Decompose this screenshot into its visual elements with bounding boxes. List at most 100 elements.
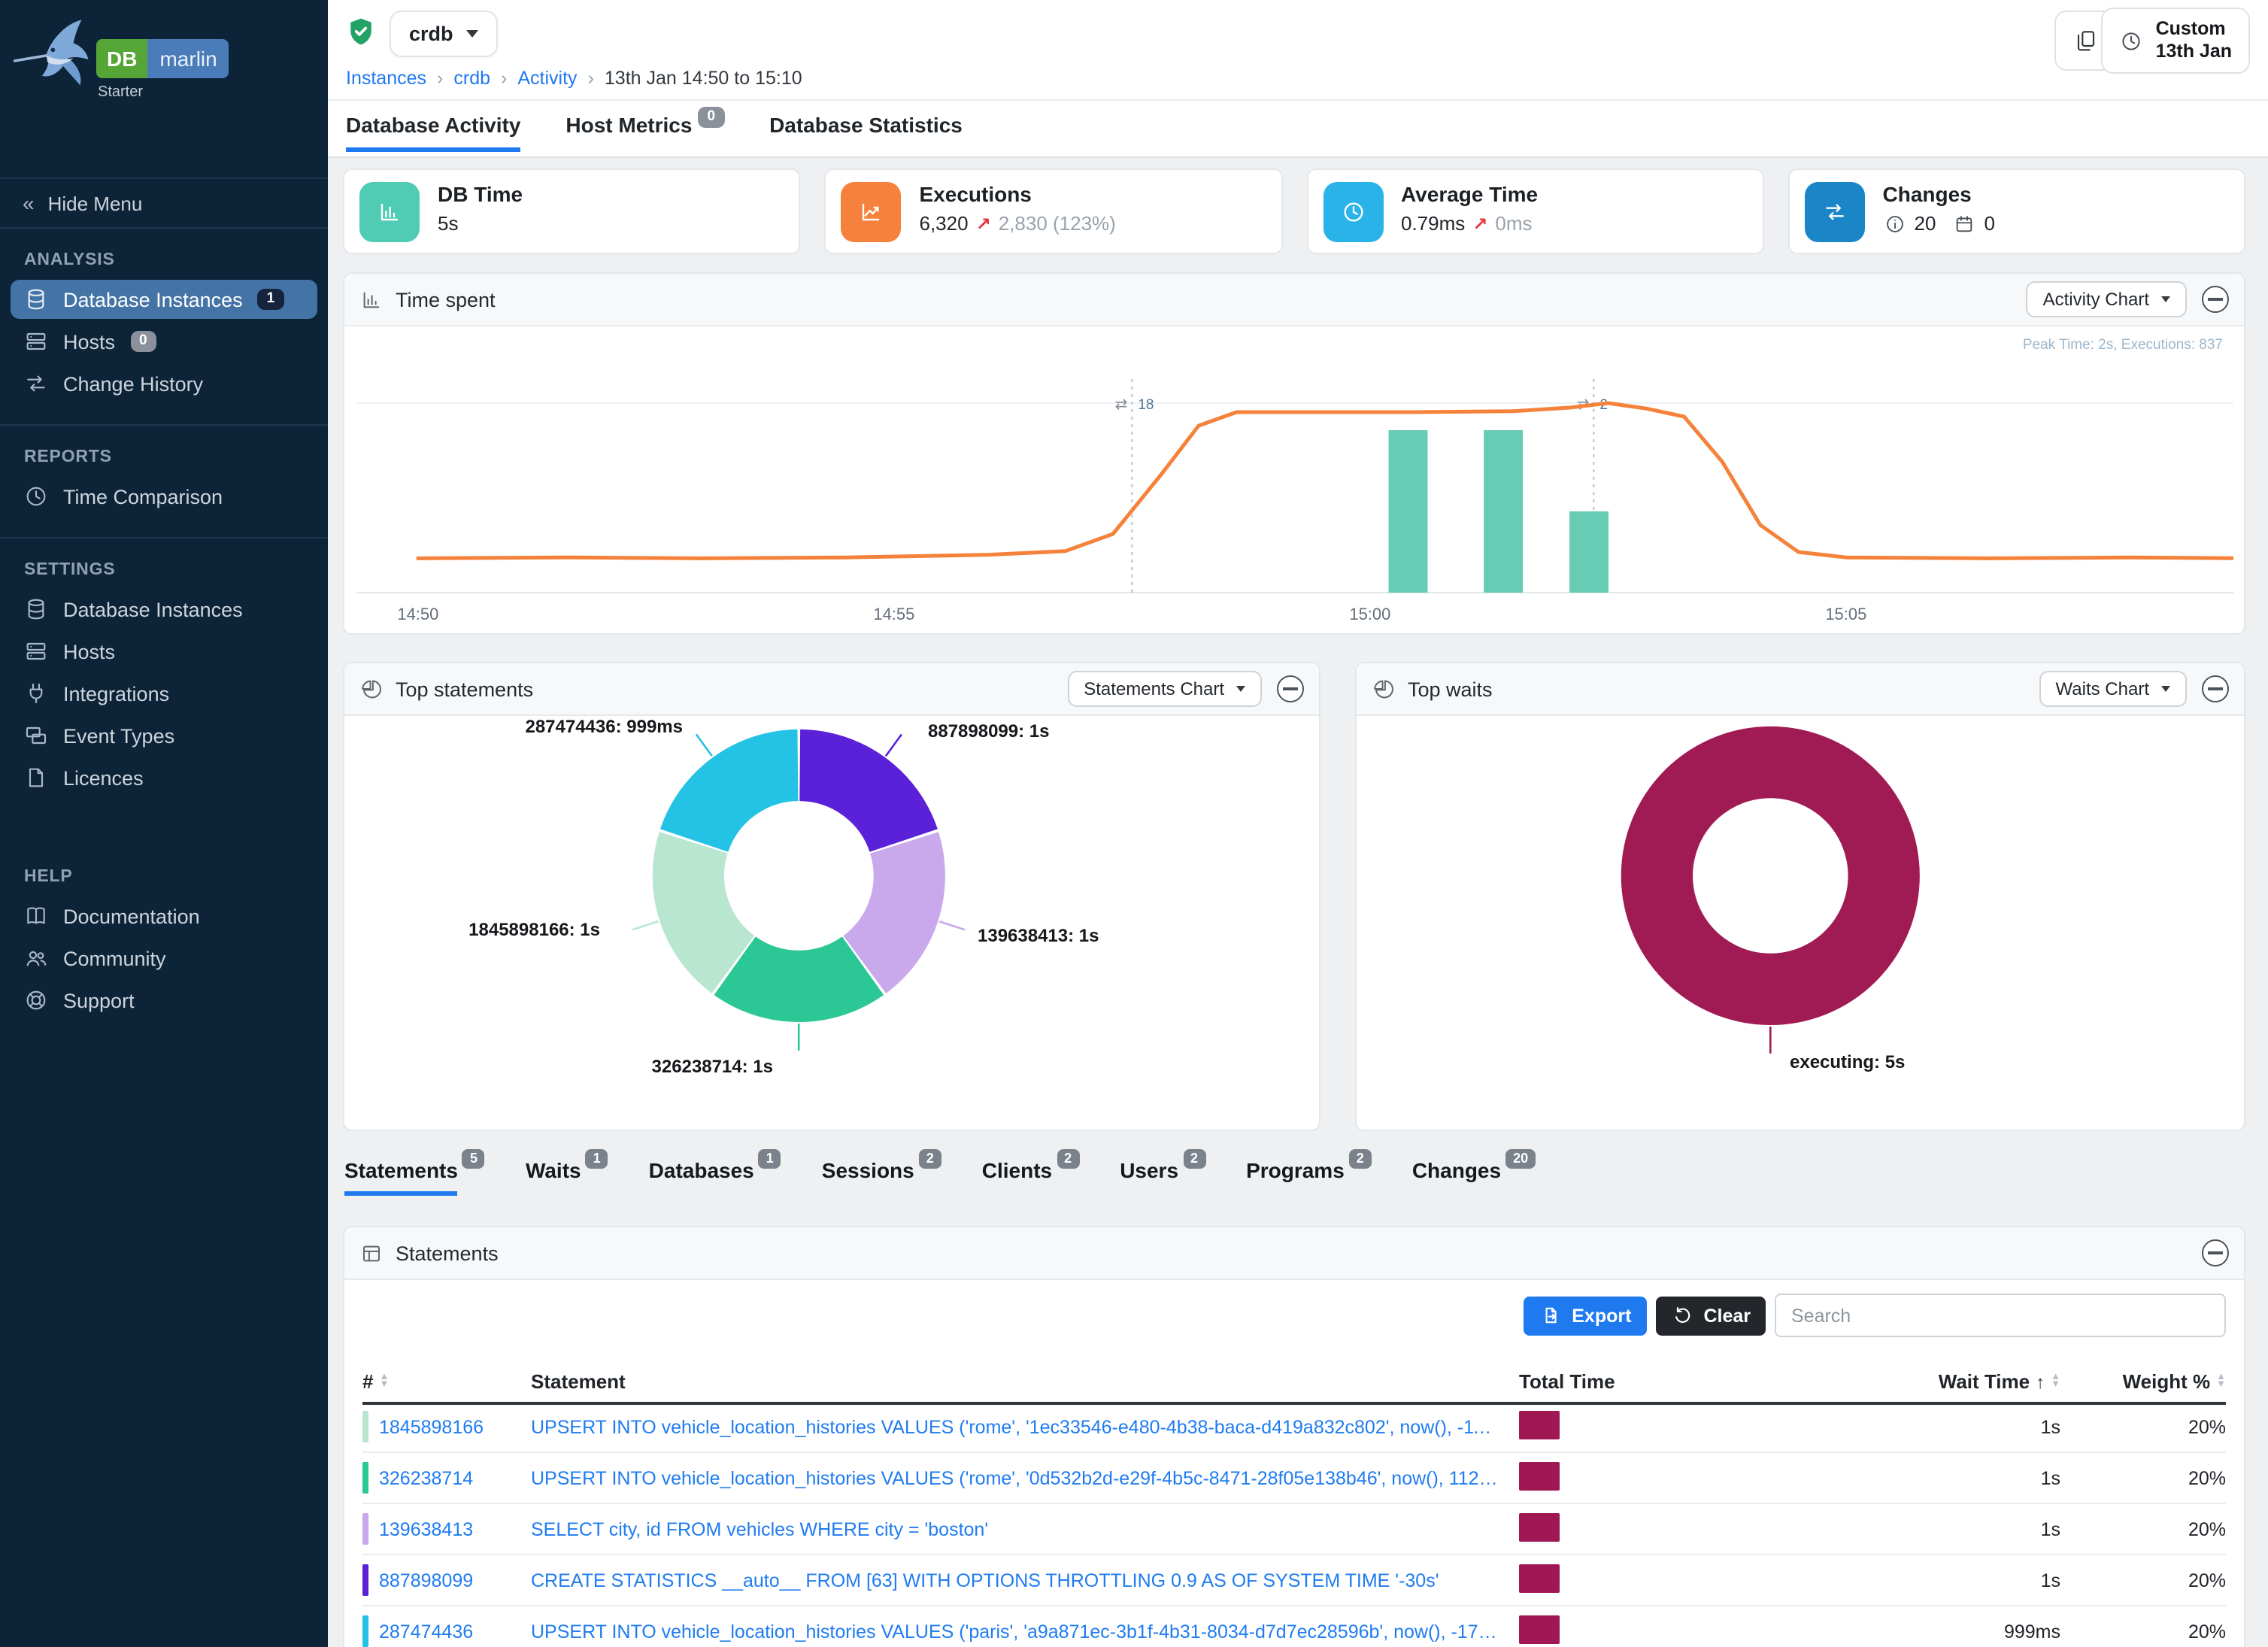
column-total-time[interactable]: Total Time bbox=[1519, 1369, 1615, 1392]
count-badge: 0 bbox=[130, 331, 156, 352]
breadcrumb-activity[interactable]: Activity bbox=[517, 68, 578, 89]
count-badge: 5 bbox=[462, 1149, 485, 1169]
count-badge: 1 bbox=[758, 1149, 781, 1169]
sidebar-item-community[interactable]: Community bbox=[11, 939, 317, 978]
wait-time-value: 999ms bbox=[2003, 1621, 2060, 1642]
time-spent-header: Time spent Activity Chart bbox=[344, 274, 2244, 326]
statements-donut-body: 287474436: 999ms 887898099: 1s 139638413… bbox=[344, 714, 1319, 1130]
breadcrumb-instances[interactable]: Instances bbox=[346, 68, 427, 89]
sidebar-item-database-instances[interactable]: Database Instances 1 bbox=[11, 280, 317, 319]
tab-changes[interactable]: Changes 20 bbox=[1412, 1149, 1536, 1196]
activity-chart-selector[interactable]: Activity Chart bbox=[2026, 281, 2187, 317]
waits-chart-selector[interactable]: Waits Chart bbox=[2039, 671, 2187, 707]
table-row[interactable]: 326238714 UPSERT INTO vehicle_location_h… bbox=[362, 1453, 2226, 1504]
statement-color-chip bbox=[362, 1462, 368, 1494]
sidebar-item-support[interactable]: Support bbox=[11, 981, 317, 1020]
export-button[interactable]: Export bbox=[1524, 1296, 1647, 1335]
statement-id-link[interactable]: 287474436 bbox=[379, 1621, 474, 1642]
copy-icon bbox=[2074, 28, 2098, 53]
instance-selector[interactable]: crdb bbox=[390, 11, 499, 57]
time-range-button[interactable]: Custom 13th Jan bbox=[2101, 8, 2250, 74]
statement-link[interactable]: UPSERT INTO vehicle_location_histories V… bbox=[531, 1621, 1519, 1642]
panel-title: Statements bbox=[396, 1242, 499, 1264]
bar-chart-icon bbox=[359, 288, 384, 311]
section-title: HELP bbox=[24, 868, 73, 886]
column-wait-time[interactable]: Wait Time bbox=[1877, 1369, 2060, 1392]
statement-link[interactable]: UPSERT INTO vehicle_location_histories V… bbox=[531, 1416, 1519, 1437]
statement-id-link[interactable]: 887898099 bbox=[379, 1570, 474, 1591]
statement-id-link[interactable]: 326238714 bbox=[379, 1467, 474, 1488]
column-weight[interactable]: Weight % bbox=[2060, 1369, 2226, 1392]
breadcrumb-crdb[interactable]: crdb bbox=[453, 68, 491, 89]
table-header: # Statement Total Time Wait Time Weight … bbox=[362, 1360, 2226, 1405]
statements-chart-selector[interactable]: Statements Chart bbox=[1067, 671, 1262, 707]
search-input[interactable] bbox=[1775, 1294, 2226, 1337]
collapse-panel-button[interactable] bbox=[2202, 675, 2229, 702]
statement-link[interactable]: SELECT city, id FROM vehicles WHERE city… bbox=[531, 1518, 989, 1539]
sidebar-item-documentation[interactable]: Documentation bbox=[11, 896, 317, 936]
svg-text:14:50: 14:50 bbox=[397, 605, 438, 623]
sidebar-item-event-types[interactable]: Event Types bbox=[11, 716, 317, 755]
changes-info-count: 20 bbox=[1914, 212, 1936, 235]
tab-sessions[interactable]: Sessions 2 bbox=[822, 1149, 941, 1196]
table-row[interactable]: 139638413 SELECT city, id FROM vehicles … bbox=[362, 1504, 2226, 1555]
tab-databases[interactable]: Databases 1 bbox=[649, 1149, 781, 1196]
tab-waits[interactable]: Waits 1 bbox=[526, 1149, 608, 1196]
waits-donut-chart[interactable] bbox=[1357, 714, 2244, 1130]
statement-link[interactable]: CREATE STATISTICS __auto__ FROM [63] WIT… bbox=[531, 1570, 1439, 1591]
clock-icon bbox=[2120, 29, 2144, 52]
card-average-time: Average Time 0.79ms ↗ 0ms bbox=[1306, 168, 1764, 254]
breadcrumb-separator bbox=[578, 68, 605, 89]
clock-icon bbox=[1323, 182, 1383, 242]
chevron-down-icon bbox=[2161, 686, 2170, 692]
tab-database-statistics[interactable]: Database Statistics bbox=[769, 113, 963, 137]
statement-color-chip bbox=[362, 1411, 368, 1442]
sidebar-item-settings-hosts[interactable]: Hosts bbox=[11, 632, 317, 671]
sidebar-item-hosts[interactable]: Hosts 0 bbox=[11, 322, 317, 361]
sidebar-item-licences[interactable]: Licences bbox=[11, 758, 317, 797]
tab-database-activity[interactable]: Database Activity bbox=[346, 113, 521, 152]
slice-label-139638413: 139638413: 1s bbox=[978, 925, 1099, 946]
statement-id-link[interactable]: 1845898166 bbox=[379, 1416, 484, 1437]
count-badge: 1 bbox=[257, 289, 284, 310]
clear-button[interactable]: Clear bbox=[1655, 1296, 1766, 1335]
panel-title: Time spent bbox=[396, 288, 496, 311]
sidebar-item-time-comparison[interactable]: Time Comparison bbox=[11, 477, 317, 516]
tab-statements[interactable]: Statements 5 bbox=[344, 1149, 485, 1196]
collapse-panel-button[interactable] bbox=[2202, 1239, 2229, 1266]
hide-menu-button[interactable]: Hide Menu bbox=[0, 177, 328, 229]
wait-time-value: 1s bbox=[2040, 1416, 2060, 1437]
tab-users[interactable]: Users 2 bbox=[1120, 1149, 1206, 1196]
sidebar-item-change-history[interactable]: Change History bbox=[11, 364, 317, 403]
weight-value: 20% bbox=[2188, 1621, 2226, 1642]
statements-donut-chart[interactable] bbox=[344, 714, 1319, 1130]
column-id[interactable]: # bbox=[362, 1369, 531, 1392]
slice-label-1845898166: 1845898166: 1s bbox=[468, 919, 600, 940]
statement-link[interactable]: UPSERT INTO vehicle_location_histories V… bbox=[531, 1467, 1519, 1488]
column-statement[interactable]: Statement bbox=[531, 1369, 626, 1392]
executions-delta: 2,830 (123%) bbox=[998, 212, 1116, 235]
info-icon bbox=[1883, 213, 1907, 234]
statement-id-link[interactable]: 139638413 bbox=[379, 1518, 474, 1539]
collapse-panel-button[interactable] bbox=[1277, 675, 1304, 702]
table-row[interactable]: 887898099 CREATE STATISTICS __auto__ FRO… bbox=[362, 1555, 2226, 1606]
tab-clients[interactable]: Clients 2 bbox=[982, 1149, 1080, 1196]
calendar-icon bbox=[1952, 213, 1976, 234]
tab-host-metrics[interactable]: Host Metrics 0 bbox=[565, 107, 725, 152]
slice-label-887898099: 887898099: 1s bbox=[928, 720, 1050, 742]
total-time-bar bbox=[1519, 1564, 1560, 1592]
time-spent-panel: Time spent Activity Chart Peak Time: 2s,… bbox=[343, 272, 2245, 635]
collapse-panel-button[interactable] bbox=[2202, 286, 2229, 313]
total-time-bar bbox=[1519, 1615, 1560, 1643]
sidebar-section-analysis: ANALYSIS Database Instances 1 Hosts 0 Ch… bbox=[0, 229, 328, 426]
sidebar-item-settings-database-instances[interactable]: Database Instances bbox=[11, 590, 317, 629]
chevron-down-icon bbox=[2161, 296, 2170, 302]
table-row[interactable]: 287474436 UPSERT INTO vehicle_location_h… bbox=[362, 1606, 2226, 1647]
bar-chart-icon bbox=[359, 182, 420, 242]
table-row[interactable]: 1845898166 UPSERT INTO vehicle_location_… bbox=[362, 1402, 2226, 1453]
line-chart-icon bbox=[841, 182, 902, 242]
sidebar-item-integrations[interactable]: Integrations bbox=[11, 674, 317, 713]
tab-programs[interactable]: Programs 2 bbox=[1246, 1149, 1372, 1196]
time-spent-chart[interactable]: ⇄ 18 ⇄ 214:50 14:55 15:00 15:05 bbox=[356, 334, 2233, 629]
